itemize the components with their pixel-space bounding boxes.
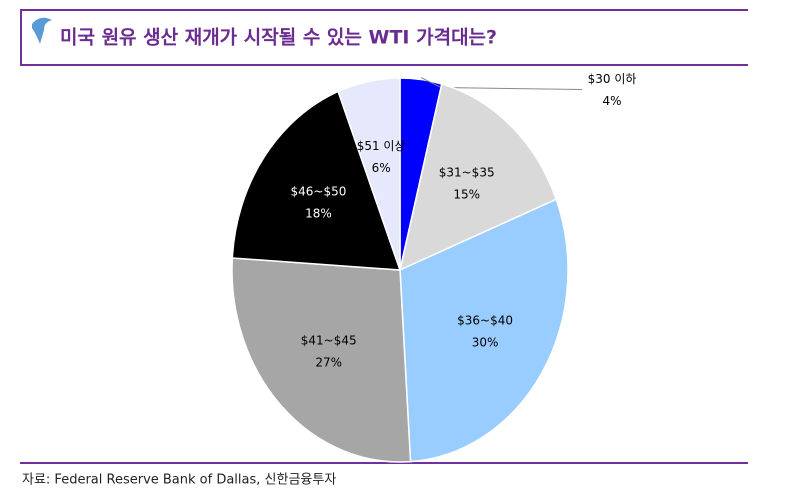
- slice-category: $36~$40: [457, 313, 513, 327]
- pie-slice: [231, 90, 402, 271]
- slice-label: $51 이상 6%: [357, 138, 406, 174]
- slice-category: $31~$35: [439, 165, 495, 179]
- slice-value: 30%: [472, 335, 499, 349]
- pie-slice: [231, 257, 412, 463]
- pie-slice: [398, 83, 558, 272]
- slice-value: 15%: [453, 187, 480, 201]
- pie-slice: [399, 198, 569, 463]
- slice-value: 27%: [315, 355, 342, 369]
- slice-label: $36~$40 30%: [457, 313, 513, 349]
- slice-label: $31~$35 15%: [439, 165, 495, 201]
- slice-category: $46~$50: [291, 184, 347, 198]
- slice-value: 4%: [602, 94, 621, 108]
- title-icon: [32, 17, 52, 44]
- slice-label: $41~$45 27%: [301, 333, 357, 369]
- slice-label: $30 이하 4%: [588, 72, 637, 108]
- slice-category: $51 이상: [357, 138, 406, 152]
- slice-value: 6%: [372, 160, 391, 174]
- source: 자료: Federal Reserve Bank of Dallas, 신한금융…: [22, 473, 336, 488]
- slice-label: $46~$50 18%: [291, 184, 347, 220]
- slice-category: $30 이하: [588, 72, 637, 86]
- slice-category: $41~$45: [301, 333, 357, 347]
- slice-value: 18%: [305, 206, 332, 220]
- pie-slice: [337, 77, 401, 271]
- chart-title: 미국 원유 생산 재개가 시작될 수 있는 WTI 가격대는?: [60, 27, 497, 49]
